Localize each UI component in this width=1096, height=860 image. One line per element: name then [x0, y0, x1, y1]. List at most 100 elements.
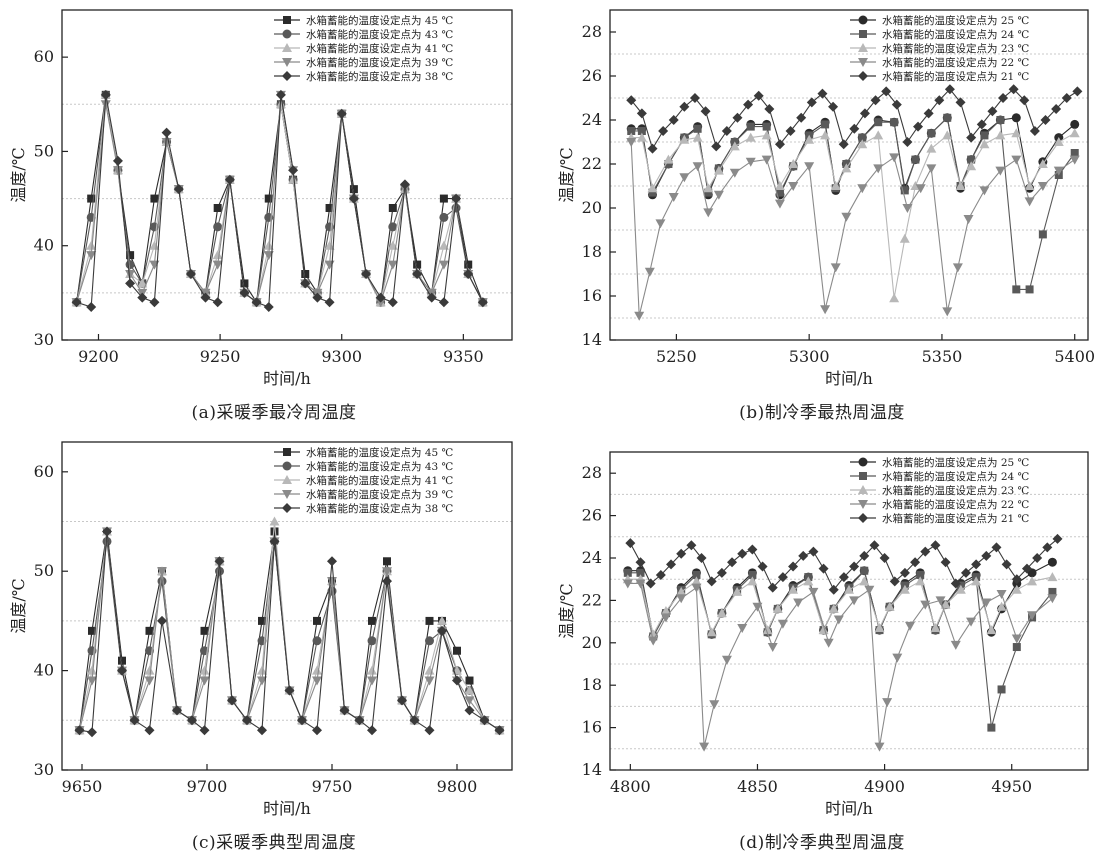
data-point	[966, 132, 977, 143]
data-point	[870, 95, 881, 106]
data-point	[199, 676, 210, 686]
data-point	[212, 250, 223, 260]
data-point	[1011, 113, 1021, 123]
data-point	[1037, 182, 1048, 191]
series-line	[78, 530, 500, 731]
data-point	[935, 596, 946, 606]
legend-marker	[282, 29, 292, 39]
data-point	[1047, 557, 1057, 567]
data-point	[409, 715, 420, 726]
data-point	[634, 311, 645, 321]
data-point	[479, 715, 490, 726]
data-point	[785, 126, 796, 136]
data-point	[716, 567, 727, 578]
data-point	[679, 101, 690, 112]
legend-marker	[859, 472, 867, 480]
data-point	[699, 742, 710, 752]
legend-label: 水箱蓄能的温度设定点为 41 ℃	[306, 42, 454, 55]
data-point	[1048, 587, 1057, 596]
data-point	[892, 653, 903, 663]
data-point	[149, 297, 160, 308]
data-point	[157, 615, 167, 626]
data-point	[692, 570, 701, 579]
y-tick-label: 24	[582, 110, 602, 129]
data-point	[841, 163, 852, 173]
data-point	[270, 527, 279, 536]
data-point	[413, 260, 422, 269]
data-point	[87, 194, 96, 203]
y-tick-label: 28	[582, 463, 602, 482]
data-point	[996, 116, 1005, 124]
data-point	[213, 222, 223, 232]
data-point	[942, 307, 953, 317]
data-point	[721, 126, 732, 136]
data-point	[1019, 95, 1030, 106]
data-point	[327, 556, 337, 567]
data-point	[926, 143, 937, 153]
data-point	[129, 715, 140, 726]
data-point	[955, 181, 966, 190]
data-point	[704, 188, 713, 197]
data-point	[844, 584, 854, 594]
data-point	[772, 603, 783, 613]
data-point	[952, 263, 963, 273]
data-point	[626, 95, 637, 106]
data-point	[764, 104, 775, 114]
data-point	[464, 685, 475, 695]
series-2	[626, 128, 1080, 303]
data-point	[100, 100, 111, 110]
data-point	[745, 132, 756, 142]
data-point	[451, 193, 462, 204]
legend-label: 水箱蓄能的温度设定点为 21 ℃	[882, 512, 1030, 525]
data-point	[753, 90, 764, 101]
data-point	[145, 626, 154, 635]
y-tick-label: 16	[582, 718, 602, 737]
data-point	[803, 576, 814, 586]
data-point	[324, 297, 335, 308]
data-point	[693, 124, 702, 133]
data-point	[955, 97, 966, 108]
data-point	[713, 190, 724, 200]
data-point	[1069, 128, 1080, 138]
data-point	[324, 240, 335, 250]
data-point	[397, 695, 407, 706]
data-point	[240, 279, 249, 288]
data-point	[971, 576, 982, 586]
data-point	[200, 292, 211, 303]
data-point	[711, 141, 722, 152]
data-point	[732, 112, 743, 123]
data-point	[1001, 559, 1012, 570]
data-point	[926, 164, 937, 174]
x-tick-label: 5400	[1054, 347, 1095, 366]
data-point	[161, 127, 172, 138]
legend-marker	[282, 461, 292, 471]
data-point	[874, 742, 885, 752]
legend-marker	[282, 43, 292, 52]
chart-caption-b: (b)制冷季最热周温度	[739, 403, 905, 423]
y-tick-label: 40	[34, 661, 54, 680]
data-point	[830, 263, 841, 273]
data-point	[312, 725, 322, 736]
legend-label: 水箱蓄能的温度设定点为 23 ℃	[882, 42, 1030, 55]
x-tick-label: 5300	[789, 347, 830, 366]
data-point	[257, 725, 267, 736]
data-point	[823, 638, 834, 648]
series-line	[627, 570, 1053, 729]
legend-label: 水箱蓄能的温度设定点为 25 ℃	[882, 14, 1030, 27]
data-point	[915, 576, 926, 586]
data-point	[125, 270, 136, 279]
data-point	[841, 212, 852, 222]
data-point	[686, 540, 697, 551]
legend-marker	[858, 15, 868, 25]
data-point	[387, 297, 398, 308]
data-point	[679, 134, 690, 144]
data-point	[269, 536, 280, 547]
legend-marker	[282, 490, 292, 499]
data-point	[696, 553, 707, 563]
data-point	[263, 302, 274, 312]
data-point	[86, 302, 97, 312]
data-point	[336, 108, 347, 119]
x-axis-label: 时间/h	[263, 799, 311, 818]
y-tick-label: 50	[34, 141, 54, 160]
data-point	[349, 185, 358, 194]
